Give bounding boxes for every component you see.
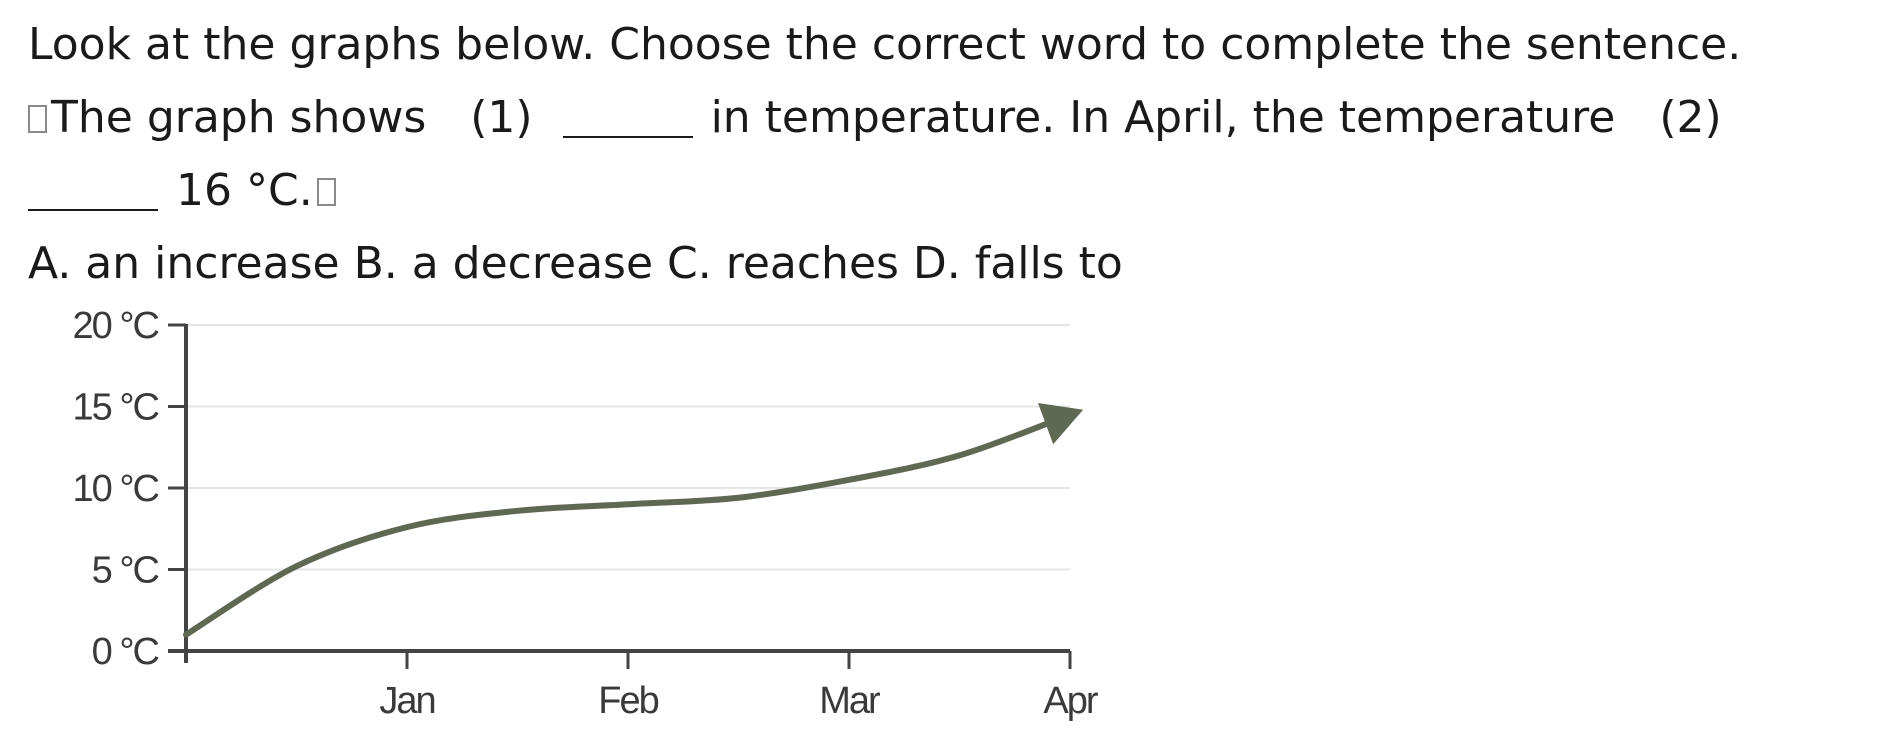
x-tick-label: Jan: [379, 680, 434, 722]
sentence-line-1: The graph shows (1) in temperature. In Apr…: [28, 81, 1858, 154]
blank-1[interactable]: [562, 98, 693, 138]
instruction-line: Look at the graphs below. Choose the cor…: [28, 8, 1858, 81]
x-tick-label: Feb: [598, 680, 658, 722]
y-tick-label: 0 °C: [92, 631, 159, 673]
sentence-line-2: 16 °C.: [28, 154, 1858, 227]
answer-options: A. an increase B. a decrease C. reaches …: [28, 238, 1123, 289]
sentence-part-3: 16 °C.: [176, 165, 313, 216]
sentence-part-1: The graph shows: [51, 92, 427, 143]
y-tick-label: 10 °C: [73, 468, 159, 510]
sentence-part-2: in temperature. In April, the temperatur…: [710, 92, 1616, 143]
y-tick-label: 20 °C: [73, 305, 159, 347]
series-arrowhead: [1037, 403, 1084, 445]
question-block: Look at the graphs below. Choose the cor…: [28, 8, 1858, 300]
series-line: [183, 411, 1073, 638]
blank-2-number: (2): [1659, 92, 1722, 143]
x-tick-label: Mar: [819, 680, 881, 722]
x-tick-label: Apr: [1043, 680, 1098, 722]
missing-glyph-box: [316, 178, 336, 206]
instruction-text: Look at the graphs below. Choose the cor…: [28, 19, 1742, 70]
temperature-chart-svg: 0 °C 5 °C 10 °C 15 °C 20 °C Jan Feb Mar Apr: [73, 305, 1101, 722]
blank-1-number: (1): [470, 92, 533, 143]
y-tick-label: 15 °C: [73, 387, 159, 429]
temperature-chart: 0 °C 5 °C 10 °C 15 °C 20 °C Jan Feb Mar Apr: [28, 300, 1128, 730]
missing-glyph-box: [28, 105, 47, 133]
y-tick-label: 5 °C: [92, 550, 159, 592]
blank-2[interactable]: [28, 171, 158, 211]
options-line: A. an increase B. a decrease C. reaches …: [28, 227, 1858, 300]
